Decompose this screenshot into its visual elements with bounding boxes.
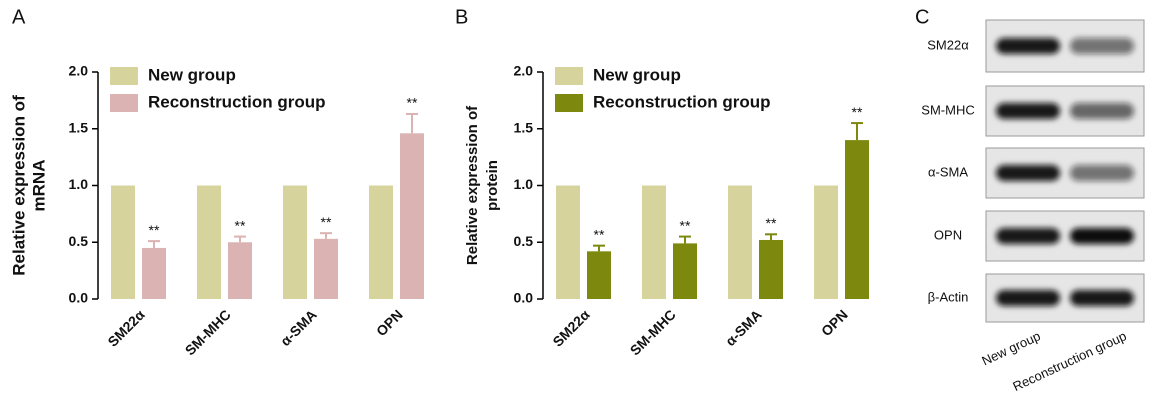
blot-row-label: SM22α	[927, 37, 969, 52]
y-tick-label: 0.0	[514, 290, 534, 306]
blot-band	[1070, 103, 1134, 119]
legend-label: New group	[593, 65, 681, 84]
error-bar	[679, 237, 691, 244]
legend-swatch	[110, 94, 138, 112]
bar	[673, 243, 697, 299]
legend-swatch	[555, 94, 583, 112]
blot-row-label: β-Actin	[928, 289, 969, 304]
x-tick-label: α-SMA	[277, 306, 320, 349]
x-tick-label: α-SMA	[722, 306, 765, 349]
error-bar	[851, 123, 863, 140]
y-tick-label: 2.0	[514, 63, 534, 79]
bar	[142, 248, 166, 299]
bar	[400, 133, 424, 299]
legend-label: Reconstruction group	[148, 92, 326, 111]
bar	[587, 251, 611, 299]
y-tick-label: 2.0	[69, 63, 89, 79]
legend-label: New group	[148, 65, 236, 84]
y-tick-label: 1.0	[69, 176, 89, 192]
blot-band	[1070, 290, 1134, 306]
blot-band	[996, 38, 1060, 54]
blot-column-label: New group	[979, 328, 1042, 368]
y-label-line: protein	[484, 160, 501, 211]
error-bar	[406, 114, 418, 133]
blot-band	[996, 290, 1060, 306]
panel-label: C	[915, 6, 929, 28]
bar	[642, 186, 666, 300]
error-bar	[320, 233, 332, 239]
error-bar	[234, 237, 246, 243]
blot-band	[996, 165, 1060, 181]
significance: **	[321, 214, 332, 230]
bar	[111, 186, 135, 300]
bar	[759, 240, 783, 299]
blot-band	[1070, 165, 1134, 181]
significance: **	[680, 217, 691, 233]
error-bar	[593, 246, 605, 252]
panel-label: B	[455, 6, 468, 28]
x-tick-label: OPN	[373, 306, 406, 339]
y-label-line: Relative expression of	[464, 105, 481, 265]
bar	[228, 242, 252, 299]
y-label-line: mRNA	[29, 160, 48, 212]
figure: ARelative expression ofmRNA0.00.51.01.52…	[0, 0, 1156, 414]
legend-swatch	[555, 67, 583, 85]
bar	[369, 186, 393, 300]
blot-row-label: OPN	[934, 227, 962, 242]
significance: **	[235, 217, 246, 233]
x-tick-label: SM-MHC	[627, 306, 679, 358]
y-tick-label: 0.5	[514, 233, 534, 249]
legend-swatch	[110, 67, 138, 85]
y-tick-label: 1.5	[514, 119, 534, 135]
blot-band	[996, 228, 1060, 244]
y-tick-label: 1.5	[69, 119, 89, 135]
panel-label: A	[12, 6, 26, 28]
x-tick-label: SM-MHC	[182, 306, 234, 358]
bar	[814, 186, 838, 300]
x-tick-label: SM22α	[549, 306, 593, 350]
blot-band	[1070, 228, 1134, 244]
significance: **	[149, 222, 160, 238]
x-tick-label: SM22α	[104, 306, 148, 350]
bar	[845, 140, 869, 299]
y-tick-label: 1.0	[514, 176, 534, 192]
x-tick-label: OPN	[818, 306, 851, 339]
blot-row-label: α-SMA	[928, 164, 968, 179]
bar	[728, 186, 752, 300]
blot-row-label: SM-MHC	[921, 102, 974, 117]
significance: **	[594, 226, 605, 242]
bar	[314, 239, 338, 299]
significance: **	[852, 104, 863, 120]
y-label-line: Relative expression of	[9, 95, 28, 276]
error-bar	[148, 241, 160, 248]
bar	[197, 186, 221, 300]
blot-band	[1070, 38, 1134, 54]
y-tick-label: 0.0	[69, 290, 89, 306]
bar	[556, 186, 580, 300]
bar	[283, 186, 307, 300]
error-bar	[765, 234, 777, 240]
y-tick-label: 0.5	[69, 233, 89, 249]
significance: **	[407, 95, 418, 111]
legend-label: Reconstruction group	[593, 92, 771, 111]
blot-band	[996, 103, 1060, 119]
significance: **	[766, 215, 777, 231]
